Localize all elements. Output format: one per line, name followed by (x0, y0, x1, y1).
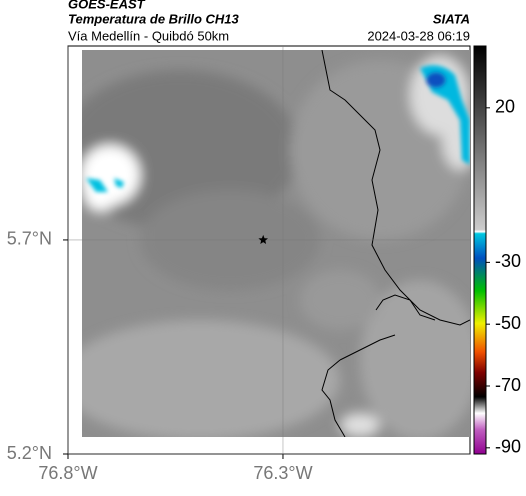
colorbar-tick-label: -90 (495, 437, 521, 457)
title: GOES-EAST (68, 0, 146, 11)
x-tick-label: 76.3°W (253, 463, 312, 483)
region: Vía Medellín - Quibdó 50km (68, 28, 229, 43)
colorbar-tick-label: -70 (495, 375, 521, 395)
subtitle: Temperatura de Brillo CH13 (68, 11, 240, 26)
colorbar (473, 45, 487, 455)
colorbar-tick-label: 20 (495, 97, 515, 117)
y-tick-label: 5.2°N (7, 443, 52, 463)
borders (321, 50, 470, 437)
colorbar-tick-label: -30 (495, 251, 521, 271)
source: SIATA (433, 11, 470, 26)
x-tick-label: 76.8°W (38, 463, 97, 483)
timestamp: 2024-03-28 06:19 (367, 28, 470, 43)
colorbar-tick-label: -50 (495, 313, 521, 333)
y-tick-label: 5.7°N (7, 229, 52, 249)
satellite-image (82, 50, 470, 437)
location-marker (258, 234, 268, 244)
